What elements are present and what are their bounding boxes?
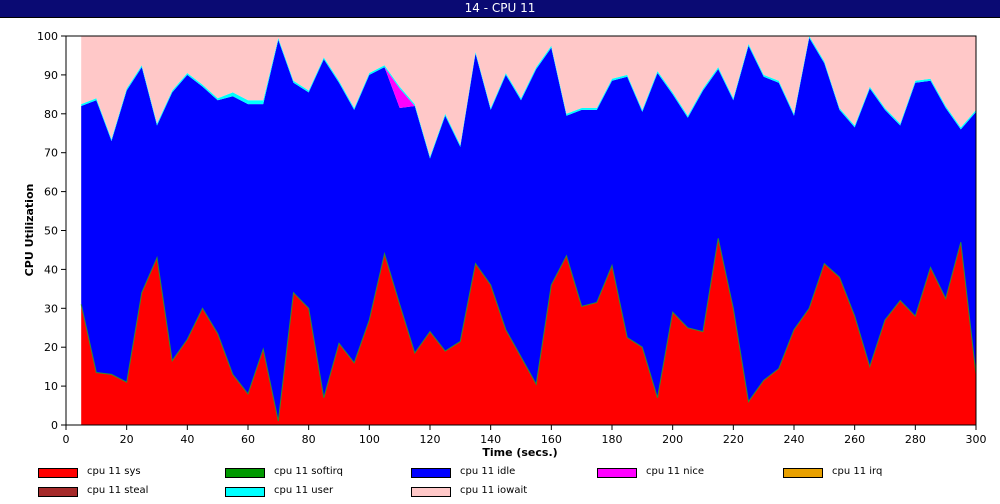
x-tick-label: 60 xyxy=(241,433,255,446)
x-tick-label: 140 xyxy=(480,433,501,446)
x-tick-label: 260 xyxy=(844,433,865,446)
legend-swatch xyxy=(225,487,265,497)
y-tick-label: 30 xyxy=(44,302,58,315)
x-tick-label: 40 xyxy=(180,433,194,446)
legend-label: cpu 11 sys xyxy=(87,466,141,477)
y-axis-label: CPU Utilization xyxy=(23,184,36,277)
area-cpu-11-iowait xyxy=(81,36,976,157)
stacked-areas xyxy=(80,36,977,425)
legend-label: cpu 11 softirq xyxy=(274,466,343,477)
y-tick-label: 40 xyxy=(44,263,58,276)
y-tick-label: 20 xyxy=(44,341,58,354)
x-axis: 0 20 40 60 80 100 120 140 160 180 200 220 240 260 280 3… xyxy=(63,425,987,446)
y-axis: 0 10 20 30 40 50 60 70 80 90 100 xyxy=(37,30,66,432)
legend-swatch xyxy=(411,468,451,478)
legend-swatch xyxy=(225,468,265,478)
y-tick-label: 60 xyxy=(44,186,58,199)
x-axis-label: Time (secs.) xyxy=(482,446,557,459)
legend-swatch xyxy=(597,468,637,478)
legend-label: cpu 11 iowait xyxy=(460,485,528,496)
x-tick-label: 300 xyxy=(966,433,987,446)
legend-label: cpu 11 irq xyxy=(832,466,883,477)
area-cpu-11-sys xyxy=(81,238,976,425)
y-tick-label: 10 xyxy=(44,380,58,393)
x-tick-label: 220 xyxy=(723,433,744,446)
area-cpu-11-idle xyxy=(81,37,976,422)
x-tick-label: 120 xyxy=(420,433,441,446)
y-tick-label: 70 xyxy=(44,147,58,160)
x-tick-label: 80 xyxy=(302,433,316,446)
x-tick-label: 0 xyxy=(63,433,70,446)
series-boundary-line xyxy=(80,238,977,422)
y-tick-label: 100 xyxy=(37,30,58,43)
legend-label: cpu 11 nice xyxy=(646,466,705,477)
legend-swatch xyxy=(38,468,78,478)
x-tick-label: 240 xyxy=(784,433,805,446)
legend-swatch xyxy=(411,487,451,497)
x-tick-label: 180 xyxy=(602,433,623,446)
legend-label: cpu 11 user xyxy=(274,485,334,496)
legend-label: cpu 11 steal xyxy=(87,485,149,496)
y-tick-label: 50 xyxy=(44,225,58,238)
x-tick-label: 160 xyxy=(541,433,562,446)
legend-swatch xyxy=(783,468,823,478)
cpu-utilization-chart: 0 10 20 30 40 50 60 70 80 90 100 0 20 40 60 80 100 120 14… xyxy=(0,18,1000,468)
y-tick-label: 80 xyxy=(44,108,58,121)
x-tick-label: 280 xyxy=(905,433,926,446)
y-tick-label: 0 xyxy=(51,419,58,432)
y-tick-label: 90 xyxy=(44,69,58,82)
legend-label: cpu 11 idle xyxy=(460,466,516,477)
legend-swatch xyxy=(38,487,78,497)
x-tick-label: 20 xyxy=(120,433,134,446)
window-title-bar: 14 - CPU 11 xyxy=(0,0,1000,18)
x-tick-label: 100 xyxy=(359,433,380,446)
x-tick-label: 200 xyxy=(662,433,683,446)
window-title: 14 - CPU 11 xyxy=(464,1,536,15)
